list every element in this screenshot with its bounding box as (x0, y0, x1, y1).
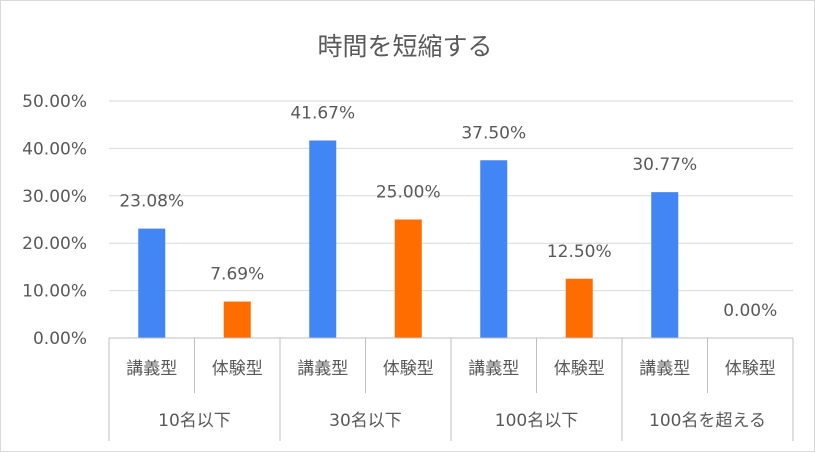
y-tick-label: 0.00% (33, 329, 87, 349)
y-tick-label: 20.00% (22, 234, 87, 254)
x-group-label: 30名以下 (329, 411, 402, 431)
gridlines (109, 100, 793, 292)
x-category-label: 講義型 (126, 359, 177, 379)
y-tick-label: 30.00% (22, 187, 87, 207)
bar (138, 228, 166, 338)
data-label: 23.08% (119, 192, 184, 212)
x-category-label: 体験型 (725, 359, 776, 379)
chart-title: 時間を短縮する (317, 32, 492, 61)
bar (223, 301, 251, 338)
x-group-label: 10名以下 (158, 411, 231, 431)
x-category-label: 講義型 (639, 359, 690, 379)
data-label: 37.50% (461, 123, 526, 143)
data-label: 25.00% (376, 183, 441, 203)
bar (480, 160, 508, 338)
x-group-label: 100名以下 (495, 411, 578, 431)
x-category-label: 体験型 (383, 359, 434, 379)
data-label: 7.69% (210, 265, 264, 285)
data-label: 41.67% (290, 103, 355, 123)
y-tick-label: 50.00% (22, 92, 87, 112)
x-group-label: 100名を超える (649, 411, 766, 431)
data-labels: 23.08% 7.69% 41.67% 25.00% 37.50% 12.50% 30.77… (119, 103, 777, 321)
data-label: 0.00% (723, 301, 777, 321)
data-label: 12.50% (547, 242, 612, 262)
data-label: 30.77% (632, 155, 697, 175)
bar (651, 192, 679, 338)
x-category-label: 体験型 (212, 359, 263, 379)
y-tick-label: 10.00% (22, 282, 87, 302)
y-axis-ticks: 0.00% 10.00% 20.00% 30.00% 40.00% 50.00% (22, 92, 87, 349)
x-category-label: 体験型 (554, 359, 605, 379)
y-tick-label: 40.00% (22, 139, 87, 159)
bar (565, 278, 593, 338)
x-axis: 講義型 体験型 10名以下 講義型 体験型 30名以下 講義型 体験型 100名以下 講義型 体験型… (108, 337, 794, 441)
bar (394, 219, 422, 338)
bars (138, 140, 679, 338)
x-category-label: 講義型 (468, 359, 519, 379)
x-category-label: 講義型 (297, 359, 348, 379)
bar (309, 140, 337, 338)
